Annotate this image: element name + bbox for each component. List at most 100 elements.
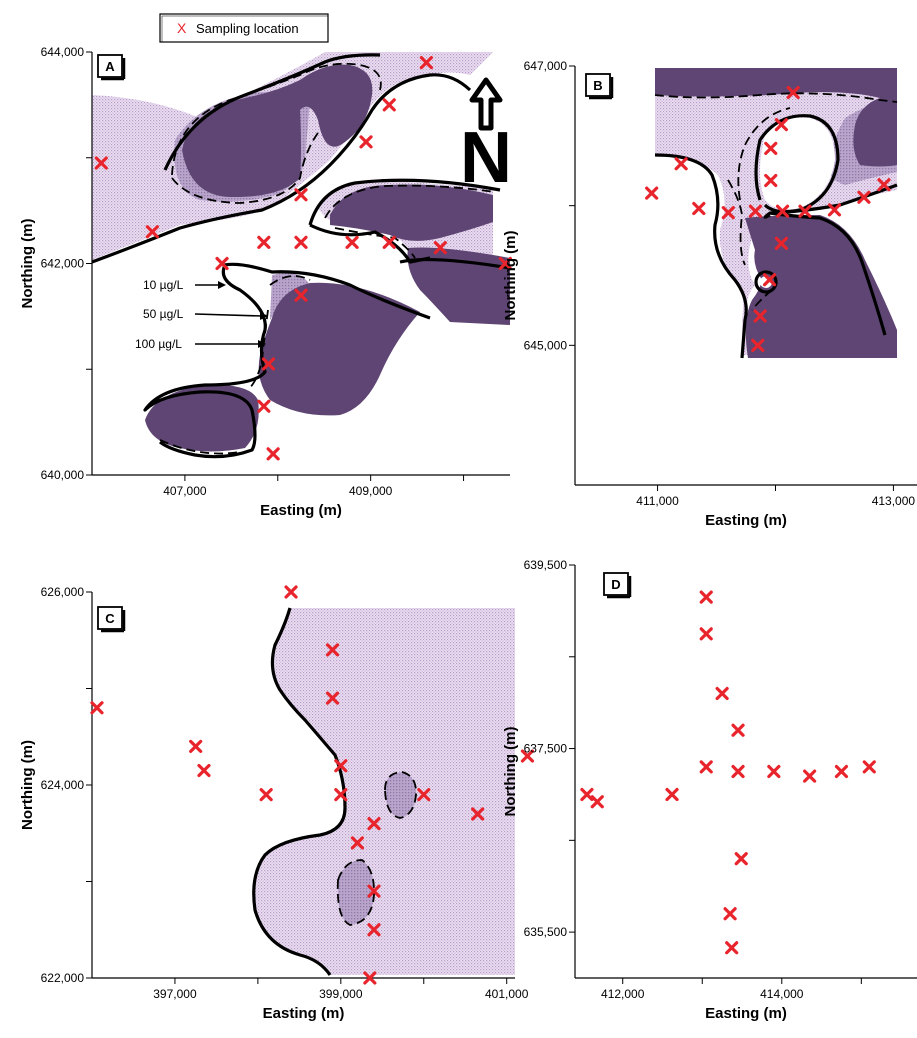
sampling-location-marker (803, 769, 817, 783)
sampling-location-marker (786, 85, 800, 100)
panel-b-label: B (593, 78, 602, 93)
sampling-location-marker (857, 190, 871, 204)
panel-a-10ugl-boundary-north (91, 73, 472, 264)
sampling-location-marker (417, 788, 431, 802)
panel-b-10ugl-boundary-small-ring (754, 270, 778, 294)
sampling-location-marker (748, 204, 763, 218)
sampling-location-marker (775, 204, 790, 218)
panel-a-y-axis-title: Northing (m) (19, 219, 36, 309)
sampling-location-marker (520, 749, 535, 763)
sampling-location-marker (350, 836, 365, 850)
panel-a: N 10 µg/L 50 µg/L 100 µg/L 407,000 409,00… (19, 45, 512, 519)
legend-box (159, 13, 329, 43)
sampling-location-marker (257, 399, 271, 413)
panel-a-label: A (105, 59, 115, 74)
sampling-location-marker (94, 156, 108, 170)
panel-a-50ugl-boundary-north (171, 62, 382, 176)
sampling-location-marker (367, 884, 381, 898)
panel-a-dark-blob-south (258, 282, 420, 416)
panel-d-samples (580, 590, 876, 955)
sampling-location-marker (674, 157, 688, 171)
sampling-location-marker (498, 256, 512, 271)
sampling-location-marker (731, 764, 745, 779)
panel-a-annotation-100: 100 µg/L (135, 337, 182, 351)
panel-b-y-axis-title: Northing (m) (502, 231, 519, 321)
sampling-location-marker (734, 852, 748, 866)
sampling-location-marker (764, 173, 778, 188)
panel-c-mid-blob-lower (337, 860, 375, 925)
sampling-location-marker (259, 788, 273, 802)
panel-a-dark-blob-north (182, 64, 373, 198)
panel-a-annotation-10: 10 µg/L (143, 278, 184, 292)
north-arrow: N (460, 77, 512, 198)
panel-b-x-tick-label: 413,000 (872, 494, 916, 508)
panel-d-x-axis-title: Easting (m) (705, 1005, 787, 1022)
panel-a-x-tick-label: 409,000 (349, 484, 393, 498)
panel-a-10ugl-boundary-south (143, 262, 431, 459)
panel-a-dark-blob-east (330, 184, 493, 241)
panel-b-white-hole (760, 117, 835, 210)
panel-b-dark-south (745, 215, 897, 358)
panel-b-10ugl-boundary-ring (754, 114, 840, 214)
panel-b-y-tick-label: 645,000 (524, 338, 568, 352)
sampling-location-marker (723, 907, 737, 921)
sampling-location-marker (345, 235, 359, 249)
panel-c-y-tick-label: 622,000 (41, 971, 85, 985)
panel-b: 411,000 413,000 645,000 647,000 Easting (m) N… (502, 59, 917, 529)
panel-c-map-features (252, 607, 515, 976)
sampling-location-marker (827, 203, 842, 217)
sampling-location-marker (294, 235, 308, 249)
panel-c-y-tick-label: 624,000 (41, 778, 85, 792)
sampling-location-marker (665, 787, 679, 802)
sampling-location-marker (145, 225, 159, 239)
sampling-location-marker (590, 795, 604, 809)
sampling-location-marker (774, 118, 788, 132)
sampling-location-marker (334, 759, 348, 773)
sampling-location-marker (762, 273, 777, 287)
panel-c-x-tick-label: 401,000 (485, 987, 529, 1001)
sampling-location-marker (367, 816, 381, 831)
sampling-location-marker (359, 135, 373, 149)
panel-d-x-tick-label: 414,000 (760, 987, 804, 1001)
panel-a-dark-blob-far-east (407, 247, 510, 325)
sampling-location-marker (294, 288, 308, 302)
sampling-location-marker (580, 787, 594, 802)
sampling-location-marker (798, 204, 812, 218)
sampling-location-marker (294, 188, 308, 202)
panel-b-axes: 411,000 413,000 645,000 647,000 Easting (m) N… (502, 59, 917, 529)
north-arrow-label: N (460, 118, 512, 198)
panel-a-axes: 407,000 409,000 640,000 642,000 644,000 Easti… (19, 45, 510, 519)
panel-c-label: C (105, 611, 115, 626)
panel-a-10ugl-boundary-northwest (163, 53, 381, 171)
sampling-location-marker (862, 760, 876, 774)
panel-c-samples (90, 585, 535, 985)
panel-c-axes: 397,000 399,000 401,000 622,000 624,000 626,0… (19, 585, 529, 1022)
panel-b-white-left (655, 155, 744, 358)
panel-d-label-box (603, 572, 629, 596)
sampling-location-marker (90, 701, 104, 715)
panel-a-x-axis-title: Easting (m) (260, 502, 342, 519)
sampling-location-marker (774, 236, 788, 250)
panel-d-label: D (611, 577, 620, 592)
panel-a-10ugl-boundary-center-lower (309, 223, 431, 264)
panel-b-label-box (585, 73, 611, 97)
panel-b-x-tick-label: 411,000 (636, 494, 679, 508)
panel-a-50ugl-boundary-south (159, 275, 311, 455)
panel-a-y-tick-label: 644,000 (41, 45, 85, 59)
panel-a-10ugl-boundary-right (399, 257, 511, 270)
sampling-location-marker (699, 760, 713, 774)
panel-a-annotations: 10 µg/L 50 µg/L 100 µg/L (135, 278, 268, 351)
panel-a-map-features: N 10 µg/L 50 µg/L 100 µg/L (91, 52, 512, 459)
panel-c-10ugl-boundary (252, 607, 347, 976)
panel-a-samples (94, 55, 512, 461)
panel-d-y-tick-label: 635,500 (524, 925, 568, 939)
sampling-location-marker (751, 338, 765, 352)
sampling-location-marker (367, 923, 381, 937)
panel-b-50ugl-boundary (654, 92, 898, 201)
sampling-location-marker (753, 309, 767, 323)
sampling-location-marker (189, 739, 203, 754)
sampling-location-marker (382, 235, 396, 249)
sampling-location-marker (334, 788, 348, 802)
sampling-location-marker (325, 691, 340, 705)
